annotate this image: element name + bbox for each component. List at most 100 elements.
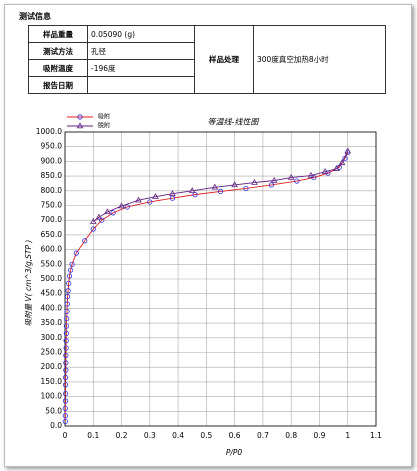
data-point [268, 182, 274, 188]
legend-label: 吸附 [98, 113, 110, 121]
y-tick-label: 100.0 [41, 392, 63, 401]
data-point [321, 168, 329, 174]
y-tick-label: 350.0 [41, 318, 63, 327]
page: 测试信息 样品重量 0.05090 (g) 样品处理 300度真空加热8小时 测试方法… [4, 4, 412, 467]
x-tick-label: 0.6 [229, 431, 241, 440]
data-point [307, 171, 315, 178]
data-point [68, 267, 74, 273]
data-point [169, 195, 176, 201]
plot-frame [64, 131, 377, 427]
data-point [65, 288, 71, 294]
data-point [62, 391, 69, 397]
data-point [104, 208, 111, 215]
x-tick-label: 0.3 [144, 431, 156, 440]
data-point [231, 181, 238, 188]
data-point [118, 202, 125, 209]
x-tick-label: 0.4 [172, 431, 184, 440]
cell: 300度真空加热8小时 [253, 25, 386, 94]
data-point [63, 330, 70, 336]
x-tick-label: 0.5 [200, 431, 212, 440]
data-point [270, 176, 278, 183]
x-tick-label: 0 [63, 431, 68, 440]
y-tick-label: 650.0 [41, 230, 63, 239]
data-point [63, 323, 70, 329]
data-point [63, 338, 69, 344]
data-point [95, 213, 103, 220]
data-point [62, 418, 68, 425]
data-point [64, 308, 70, 314]
data-point [124, 204, 130, 210]
data-point [62, 374, 69, 381]
y-tick-label: 850.0 [41, 171, 63, 180]
data-point [135, 196, 142, 203]
y-tick-label: 800.0 [41, 186, 63, 195]
data-point [110, 210, 116, 216]
legend-marker [77, 114, 83, 120]
section-title: 测试信息 [19, 12, 51, 21]
data-point [243, 185, 249, 192]
data-point [211, 183, 219, 190]
y-tick-label: 500.0 [41, 274, 63, 283]
data-point [66, 273, 73, 279]
x-tick-label: 0.8 [285, 431, 297, 440]
data-point [147, 199, 153, 205]
y-tick-label: 900.0 [41, 156, 63, 165]
data-point [251, 178, 258, 185]
y-tick-label: 50.0 [45, 406, 62, 415]
data-point [64, 316, 70, 322]
legend-marker [76, 122, 84, 129]
data-point [344, 147, 352, 154]
x-tick-label: 1 [345, 431, 350, 440]
data-point [63, 360, 69, 366]
data-point [217, 188, 224, 194]
data-point [62, 398, 69, 404]
data-point [89, 218, 97, 224]
data-point [62, 405, 68, 411]
x-tick-label: 0.1 [87, 431, 99, 440]
data-point [188, 187, 196, 193]
x-tick-label: 0.9 [313, 431, 325, 440]
info-table: 样品重量 0.05090 (g) 样品处理 300度真空加热8小时 测试方法 孔径 吸附… [28, 25, 386, 94]
data-point [66, 280, 72, 287]
data-point [64, 301, 70, 307]
data-point [63, 345, 69, 351]
y-tick-label: 550.0 [41, 259, 63, 268]
x-axis-label: P/P0 [226, 448, 243, 457]
data-point [99, 217, 105, 223]
chart: 等温线-线性图 P/P0 吸附量 V( cm^3/g,STP ) 0.0 50.0… [24, 113, 382, 458]
data-point [62, 413, 68, 419]
data-point [90, 226, 96, 232]
y-tick-label: 750.0 [41, 201, 63, 210]
y-tick-label: 600.0 [41, 245, 63, 254]
legend-label: 脱附 [98, 122, 110, 130]
x-tick-label: 0.7 [257, 431, 269, 440]
data-point [82, 238, 88, 244]
data-point [73, 250, 79, 256]
y-tick-label: 700.0 [41, 215, 63, 224]
y-tick-label: 450.0 [41, 289, 63, 298]
y-axis-label: 吸附量 V( cm^3/g,STP ) [24, 240, 33, 327]
data-point [294, 178, 300, 184]
x-tick-label: 1.1 [370, 431, 382, 440]
chart-title: 等温线-线性图 [208, 118, 260, 127]
data-point [64, 294, 71, 300]
y-tick-label: 950.0 [41, 142, 63, 151]
data-point [63, 352, 69, 359]
data-point [169, 190, 176, 196]
data-point [62, 382, 69, 388]
data-point [63, 367, 69, 373]
cell: 样品处理 [194, 25, 254, 94]
data-point [152, 193, 159, 199]
y-tick-label: 400.0 [41, 303, 63, 312]
data-point [69, 261, 75, 267]
y-tick-label: 250.0 [41, 348, 63, 357]
data-point [338, 159, 346, 166]
y-tick-label: 1000.0 [36, 127, 62, 136]
y-tick-label: 200.0 [41, 362, 63, 371]
y-tick-label: 300.0 [41, 333, 63, 342]
y-tick-label: 150.0 [41, 377, 63, 386]
y-tick-label: 0.0 [50, 421, 62, 430]
x-tick-label: 0.2 [116, 431, 128, 440]
data-point [333, 165, 340, 171]
cell [87, 76, 195, 94]
